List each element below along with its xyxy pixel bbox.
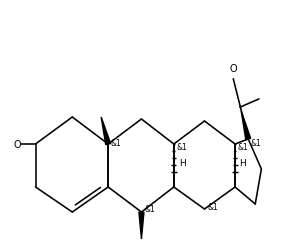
Text: H: H (239, 158, 245, 167)
Text: O: O (229, 64, 237, 74)
Text: &1: &1 (144, 205, 155, 214)
Text: H: H (179, 158, 186, 167)
Polygon shape (139, 212, 144, 239)
Polygon shape (241, 112, 251, 140)
Text: &1: &1 (111, 138, 122, 147)
Polygon shape (101, 117, 111, 145)
Text: &1: &1 (251, 139, 262, 148)
Text: &1: &1 (177, 143, 187, 152)
Text: &1: &1 (207, 202, 218, 211)
Text: O: O (14, 139, 21, 149)
Text: &1: &1 (238, 143, 249, 152)
